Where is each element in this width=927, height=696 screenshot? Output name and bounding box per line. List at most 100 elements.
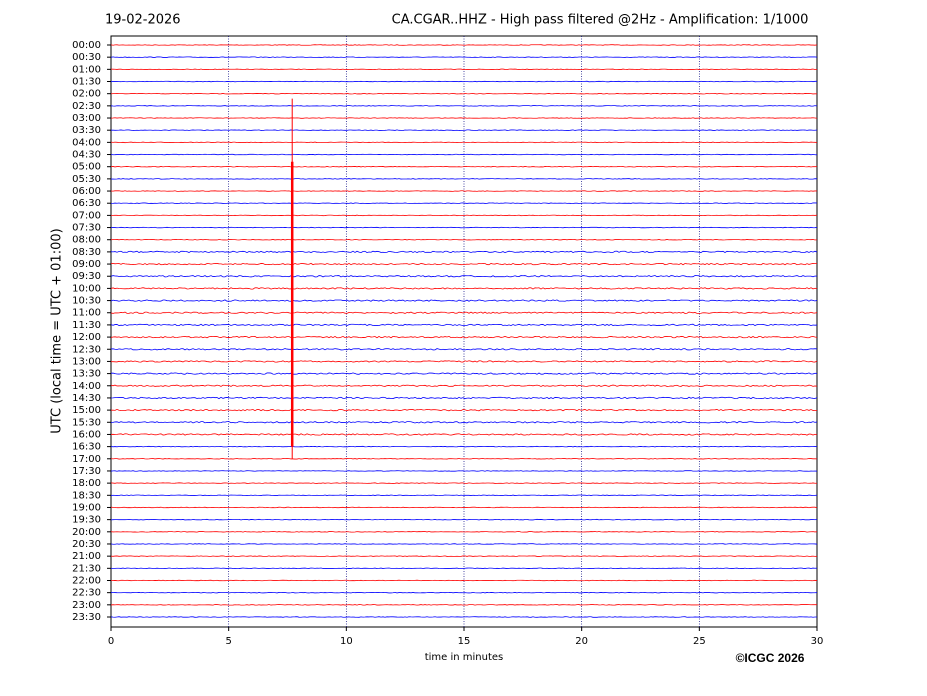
trace — [110, 421, 818, 424]
y-tick-label: 18:00 — [72, 478, 101, 489]
y-tick-label: 20:30 — [72, 539, 101, 550]
y-tick-label: 17:30 — [72, 466, 101, 477]
y-tick-label: 08:00 — [72, 235, 101, 246]
y-tick-label: 03:30 — [72, 125, 101, 136]
trace — [110, 311, 818, 314]
trace — [110, 153, 818, 156]
y-tick-label: 18:30 — [72, 490, 101, 501]
y-tick-label: 00:00 — [72, 40, 101, 51]
x-tick-label: 25 — [693, 636, 706, 647]
trace — [110, 531, 818, 533]
x-tick-label: 10 — [340, 636, 353, 647]
trace — [110, 445, 818, 448]
y-tick-label: 07:30 — [72, 223, 101, 234]
trace — [110, 506, 818, 509]
y-tick-label: 09:00 — [72, 259, 101, 270]
y-tick-label: 08:30 — [72, 247, 101, 258]
trace — [110, 239, 818, 241]
trace — [110, 543, 818, 545]
trace — [110, 482, 818, 484]
y-tick-label: 16:00 — [72, 429, 101, 440]
x-tick-label: 15 — [458, 636, 471, 647]
y-tick-label: 12:30 — [72, 344, 101, 355]
trace — [110, 348, 818, 351]
trace — [110, 518, 818, 521]
trace — [110, 433, 818, 436]
y-tick-label: 07:00 — [72, 210, 101, 221]
trace — [110, 178, 818, 180]
trace — [110, 335, 818, 339]
trace — [110, 80, 818, 83]
y-tick-label: 10:00 — [72, 283, 101, 294]
date: 19-02-2026 — [105, 13, 181, 28]
trace — [110, 105, 818, 107]
trace — [110, 262, 818, 266]
y-tick-label: 09:30 — [72, 271, 101, 282]
x-tick-label: 30 — [811, 636, 824, 647]
trace — [110, 299, 818, 302]
y-tick-label: 01:30 — [72, 77, 101, 88]
trace — [110, 226, 818, 229]
trace — [110, 92, 818, 95]
x-tick-label: 0 — [108, 636, 114, 647]
trace — [110, 555, 818, 557]
y-tick-label: 11:00 — [72, 308, 101, 319]
y-tick-label: 23:00 — [72, 600, 101, 611]
trace — [110, 567, 818, 570]
y-axis-label: UTC (local time = UTC + 01:00) — [50, 228, 65, 433]
y-tick-label: 22:00 — [72, 575, 101, 586]
trace — [110, 44, 818, 46]
y-tick-label: 14:30 — [72, 393, 101, 404]
y-tick-label: 03:00 — [72, 113, 101, 124]
y-tick-label: 02:30 — [72, 101, 101, 112]
trace — [110, 494, 818, 497]
x-tick-label: 20 — [575, 636, 588, 647]
y-tick-label: 02:00 — [72, 89, 101, 100]
y-tick-label: 19:00 — [72, 502, 101, 513]
trace — [110, 396, 818, 400]
y-tick-label: 20:00 — [72, 527, 101, 538]
y-tick-label: 15:30 — [72, 417, 101, 428]
y-tick-label: 06:30 — [72, 198, 101, 209]
trace — [110, 250, 818, 254]
trace — [110, 275, 818, 278]
trace — [110, 68, 818, 71]
x-tick-label: 5 — [225, 636, 231, 647]
y-tick-label: 15:00 — [72, 405, 101, 416]
trace — [110, 604, 818, 606]
trace — [110, 360, 818, 363]
y-tick-label: 00:30 — [72, 52, 101, 63]
y-tick-label: 17:00 — [72, 454, 101, 465]
y-tick-label: 10:30 — [72, 296, 101, 307]
y-tick-label: 05:00 — [72, 162, 101, 173]
y-tick-label: 16:30 — [72, 442, 101, 453]
trace — [110, 202, 818, 204]
y-tick-label: 21:00 — [72, 551, 101, 562]
trace — [110, 616, 818, 618]
trace — [110, 579, 818, 582]
trace — [110, 591, 818, 594]
trace — [110, 56, 818, 58]
y-tick-label: 19:30 — [72, 515, 101, 526]
y-tick-label: 21:30 — [72, 563, 101, 574]
trace — [110, 408, 818, 412]
copyright: ©ICGC 2026 — [736, 651, 805, 665]
trace — [110, 470, 818, 472]
trace — [110, 190, 818, 192]
y-tick-label: 22:30 — [72, 588, 101, 599]
trace — [110, 372, 818, 375]
y-tick-label: 13:30 — [72, 369, 101, 380]
chart-title: CA.CGAR..HHZ - High pass filtered @2Hz -… — [392, 13, 809, 28]
y-tick-label: 04:30 — [72, 150, 101, 161]
y-tick-label: 06:00 — [72, 186, 101, 197]
trace — [110, 117, 818, 119]
trace — [110, 323, 818, 327]
y-tick-label: 13:00 — [72, 356, 101, 367]
y-tick-label: 05:30 — [72, 174, 101, 185]
y-tick-label: 14:00 — [72, 381, 101, 392]
y-tick-label: 12:00 — [72, 332, 101, 343]
trace — [110, 287, 818, 290]
y-tick-label: 01:00 — [72, 64, 101, 75]
y-tick-label: 23:30 — [72, 612, 101, 623]
